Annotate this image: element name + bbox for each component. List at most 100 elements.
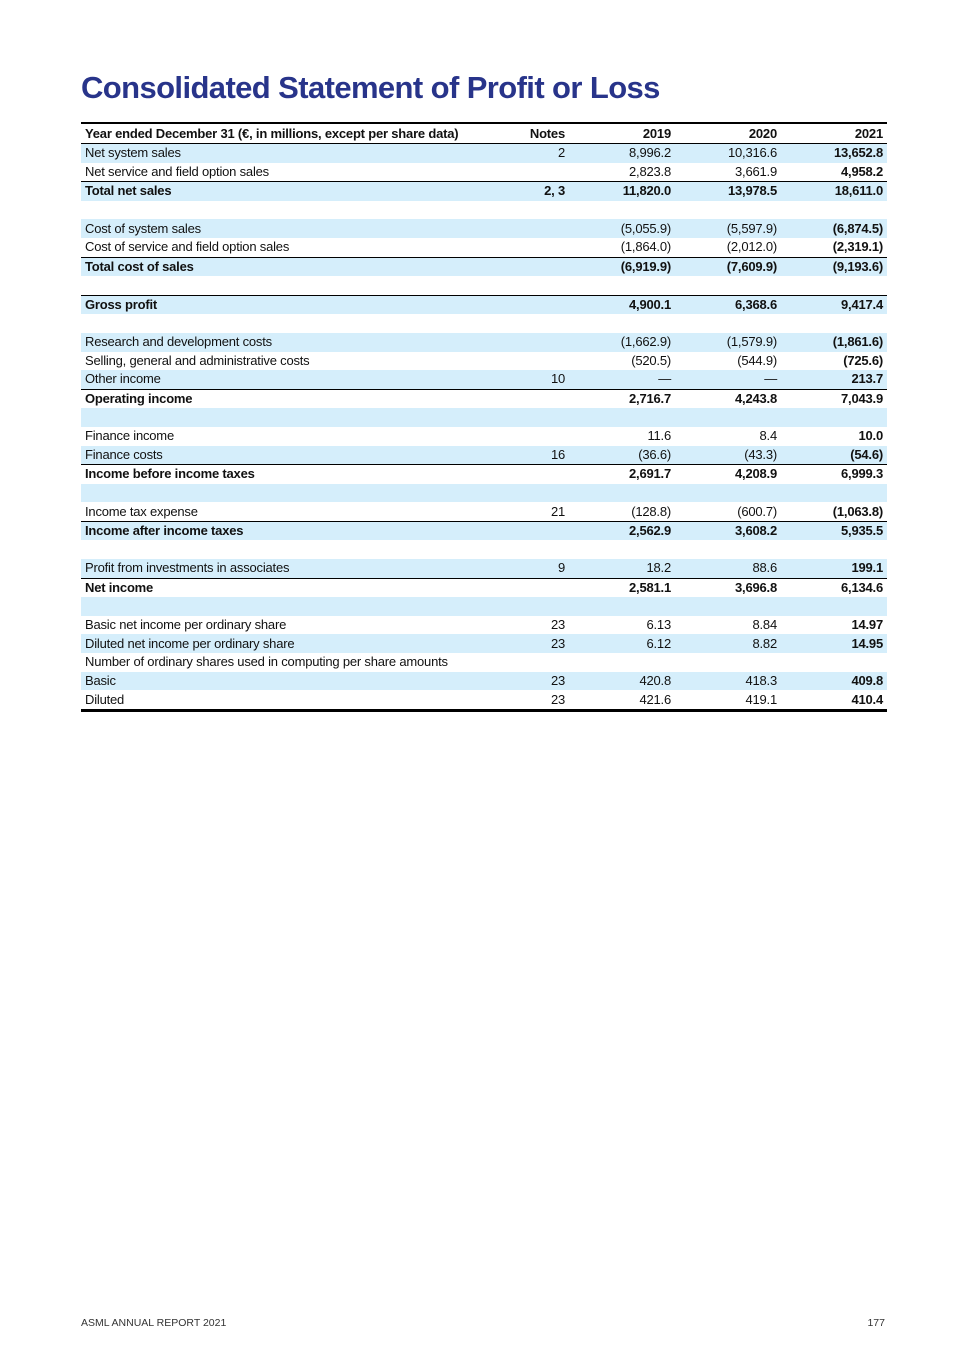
value-2019: 8,996.2 <box>629 145 671 161</box>
profit-loss-table: Year ended December 31 (€, in millions, … <box>81 122 887 712</box>
header-description: Year ended December 31 (€, in millions, … <box>81 123 491 144</box>
value-2020: 10,316.6 <box>727 145 777 161</box>
row-notes: 23 <box>550 635 565 651</box>
value-2021: 10.0 <box>858 428 883 444</box>
row-notes <box>491 484 569 503</box>
value-2020: — <box>764 371 777 387</box>
row-label: Income tax expense <box>85 503 198 519</box>
value-2020: 4,243.8 <box>735 391 777 407</box>
row-notes: 21 <box>550 503 565 519</box>
table-row: Cost of service and field option sales (1… <box>81 238 887 257</box>
table-row: Selling, general and administrative cost… <box>81 352 887 371</box>
row-label: Other income <box>85 371 161 387</box>
value-2021 <box>781 484 887 503</box>
value-2021: (1,063.8) <box>832 503 883 519</box>
value-2019: (6,919.9) <box>620 258 671 274</box>
table-row: Net service and field option sales 2,823.… <box>81 163 887 182</box>
row-label: Total net sales <box>85 183 172 199</box>
value-2021 <box>781 540 887 559</box>
value-2021: (9,193.6) <box>832 258 883 274</box>
table-row: Gross profit 4,900.1 6,368.6 9,417.4 <box>81 295 887 315</box>
value-2021: 410.4 <box>851 691 883 707</box>
value-2020: (43.3) <box>744 446 777 462</box>
row-notes: 23 <box>550 617 565 633</box>
row-notes <box>491 201 569 220</box>
value-2021: (1,861.6) <box>832 334 883 350</box>
row-label: Net service and field option sales <box>85 163 269 179</box>
value-2019: — <box>658 371 671 387</box>
table-row <box>81 201 887 220</box>
row-notes <box>491 333 569 352</box>
value-2020: (600.7) <box>737 503 777 519</box>
row-label: Basic net income per ordinary share <box>85 617 287 633</box>
table-row: Diluted 23 421.6 419.1 410.4 <box>81 690 887 711</box>
value-2019: (1,662.9) <box>620 334 671 350</box>
row-notes: 23 <box>550 691 565 707</box>
header-2021: 2021 <box>781 123 887 144</box>
value-2020: 4,208.9 <box>735 466 777 482</box>
row-notes <box>491 163 569 182</box>
value-2019 <box>569 314 675 333</box>
value-2020: 419.1 <box>745 691 777 707</box>
table-row: Cost of system sales (5,055.9) (5,597.9) (6… <box>81 219 887 238</box>
row-notes <box>491 427 569 446</box>
value-2019: 420.8 <box>639 672 671 688</box>
value-2019: 2,581.1 <box>629 579 671 595</box>
value-2019 <box>569 597 675 616</box>
table-row: Basic net income per ordinary share 23 6.1… <box>81 616 887 635</box>
value-2020: (2,012.0) <box>726 239 777 255</box>
row-label <box>81 314 491 333</box>
row-notes <box>491 314 569 333</box>
value-2020: (544.9) <box>737 352 777 368</box>
value-2021 <box>781 276 887 295</box>
value-2020: (5,597.9) <box>726 220 777 236</box>
value-2021: 4,958.2 <box>841 163 883 179</box>
value-2019 <box>569 276 675 295</box>
row-label: Research and development costs <box>85 334 272 350</box>
value-2020: 3,696.8 <box>735 579 777 595</box>
value-2021 <box>781 408 887 427</box>
row-notes: 9 <box>557 560 565 576</box>
value-2021: 14.97 <box>851 617 883 633</box>
row-label: Finance costs <box>85 446 163 462</box>
value-2021: 213.7 <box>851 371 883 387</box>
value-2020: 3,608.2 <box>735 523 777 539</box>
value-2019: 421.6 <box>639 691 671 707</box>
table-row <box>81 314 887 333</box>
row-label: Income before income taxes <box>85 466 255 482</box>
table-row <box>81 483 887 503</box>
value-2019: 2,691.7 <box>629 466 671 482</box>
value-2020: 418.3 <box>745 672 777 688</box>
row-label: Diluted net income per ordinary share <box>85 635 295 651</box>
row-notes <box>491 408 569 427</box>
row-label: Finance income <box>85 428 174 444</box>
header-notes: Notes <box>491 123 569 144</box>
value-2020 <box>675 597 781 616</box>
row-notes <box>491 653 569 672</box>
value-2021: 6,999.3 <box>841 466 883 482</box>
row-label <box>81 540 491 559</box>
table-row: Diluted net income per ordinary share 23 6… <box>81 634 887 654</box>
table-row: Income after income taxes 2,562.9 3,608.2 5… <box>81 521 887 541</box>
value-2019 <box>569 408 675 427</box>
table-row: Research and development costs (1,662.9) (… <box>81 332 887 352</box>
row-label <box>81 408 491 427</box>
value-2019: (128.8) <box>631 503 671 519</box>
row-label: Cost of system sales <box>85 220 201 236</box>
value-2021 <box>781 597 887 616</box>
value-2019: 18.2 <box>646 560 671 576</box>
value-2019: 11.6 <box>647 428 671 444</box>
row-label: Basic <box>85 672 116 688</box>
table-row: Basic 23 420.8 418.3 409.8 <box>81 671 887 691</box>
row-notes <box>491 465 569 484</box>
row-label: Selling, general and administrative cost… <box>85 352 310 368</box>
row-label: Net system sales <box>85 145 181 161</box>
row-label: Profit from investments in associates <box>85 560 290 576</box>
row-notes <box>491 597 569 616</box>
value-2021: 18,611.0 <box>834 183 883 199</box>
row-notes <box>491 578 569 597</box>
value-2019: 2,823.8 <box>629 163 671 179</box>
value-2020: 8.84 <box>752 617 777 633</box>
value-2021: (6,874.5) <box>832 220 883 236</box>
row-label: Income after income taxes <box>85 523 244 539</box>
